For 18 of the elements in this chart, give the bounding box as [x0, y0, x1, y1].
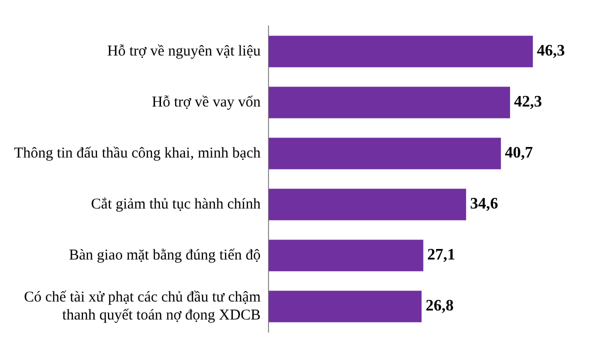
bar: [268, 188, 466, 220]
y-tick-label: Bàn giao mặt bằng đúng tiến độ: [68, 247, 261, 264]
y-tick-label: Hỗ trợ về vay vốn: [152, 94, 262, 110]
data-label: 26,8: [426, 298, 454, 315]
y-tick-label: Cắt giảm thủ tục hành chính: [91, 196, 262, 212]
data-label: 46,3: [536, 42, 565, 60]
y-tick-label: Có chế tài xử phạt các chủ đầu tư chậm thanh quyết toán nợ đọng XDCB: [24, 289, 261, 324]
data-label: 40,7: [504, 144, 533, 162]
bar: [268, 86, 510, 118]
y-tick-label: Hỗ trợ về nguyên vật liệu: [107, 43, 262, 60]
data-label: 27,1: [427, 246, 456, 264]
data-label: 34,6: [470, 196, 498, 213]
bar: [268, 240, 424, 272]
bar: [268, 138, 501, 170]
y-tick-label: Thông tin đấu thầu công khai, minh bạch: [14, 145, 262, 162]
bar: [268, 36, 533, 68]
bar: [268, 290, 422, 322]
data-label: 42,3: [514, 94, 542, 111]
